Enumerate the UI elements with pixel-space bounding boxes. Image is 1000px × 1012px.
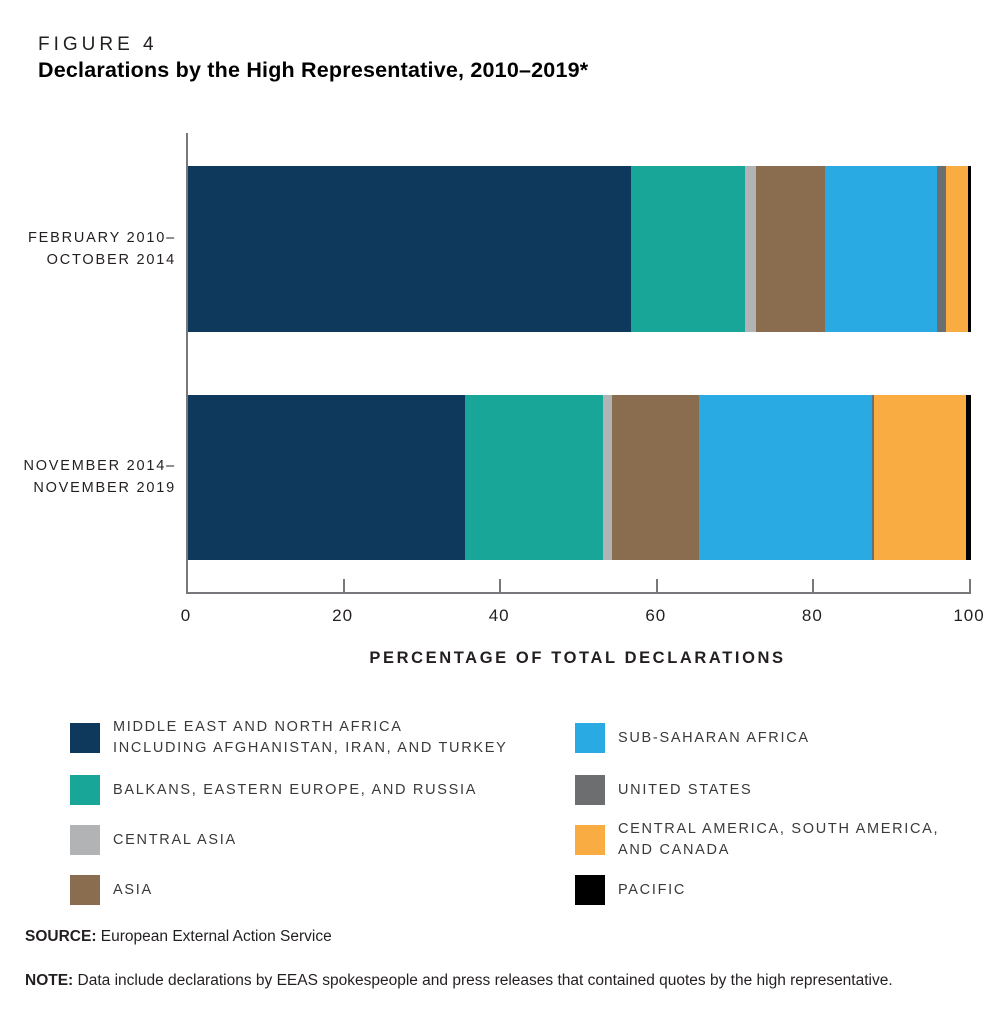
bar-segment-pacific <box>967 166 971 332</box>
legend-item-balkans-eastern-europe-russia: BALKANS, EASTERN EUROPE, AND RUSSIA <box>70 765 575 815</box>
legend-item-asia: ASIA <box>70 865 575 915</box>
source-label: SOURCE: <box>25 928 97 945</box>
bar-segment-united-states <box>871 395 874 560</box>
x-axis-tick-label: 60 <box>645 606 667 625</box>
bar-segment-sub-saharan-africa <box>699 395 872 560</box>
x-axis-tick-label: 80 <box>801 606 823 625</box>
bar-segment-central-america-south-america-canada <box>945 166 968 332</box>
legend-item-sub-saharan-africa: SUB-SAHARAN AFRICA <box>575 711 939 765</box>
legend-item-central-asia: CENTRAL ASIA <box>70 815 575 865</box>
figure-label: FIGURE 4 <box>38 34 158 55</box>
x-axis-tick-label: 40 <box>488 606 510 625</box>
bar-segment-middle-east-north-africa <box>188 395 466 560</box>
stacked-bar-row <box>188 166 971 332</box>
figure-title: Declarations by the High Representative,… <box>38 58 589 82</box>
note-text: Data include declarations by EEAS spokes… <box>77 972 893 989</box>
bar-segment-central-asia <box>744 166 756 332</box>
x-axis-tick <box>812 579 815 592</box>
bar-segment-central-asia <box>602 395 612 560</box>
legend-label: UNITED STATES <box>618 781 753 798</box>
legend-item-central-america-south-america-canada: CENTRAL AMERICA, SOUTH AMERICA, AND CANA… <box>575 815 939 865</box>
legend-swatch-united-states <box>575 775 605 805</box>
plot-area <box>186 133 971 594</box>
bar-segment-balkans-eastern-europe-russia <box>631 166 745 332</box>
stacked-bar-row <box>188 395 971 560</box>
legend-label: ASIA <box>113 881 153 898</box>
legend-label: SUB-SAHARAN AFRICA <box>618 729 810 746</box>
legend-swatch-balkans-eastern-europe-russia <box>70 775 100 805</box>
legend-item-pacific: PACIFIC <box>575 865 939 915</box>
legend-label: MIDDLE EAST AND NORTH AFRICA INCLUDING A… <box>113 719 508 756</box>
legend-item-middle-east-north-africa: MIDDLE EAST AND NORTH AFRICA INCLUDING A… <box>70 711 575 765</box>
source-text: European External Action Service <box>100 928 332 945</box>
legend: MIDDLE EAST AND NORTH AFRICA INCLUDING A… <box>70 711 939 915</box>
x-axis-title: PERCENTAGE OF TOTAL DECLARATIONS <box>369 649 786 667</box>
bar-segment-middle-east-north-africa <box>188 166 632 332</box>
legend-swatch-middle-east-north-africa <box>70 723 100 753</box>
legend-swatch-asia <box>70 875 100 905</box>
bar-segment-sub-saharan-africa <box>824 166 937 332</box>
x-axis-tick <box>342 579 345 592</box>
legend-label: PACIFIC <box>618 881 687 898</box>
legend-swatch-sub-saharan-africa <box>575 723 605 753</box>
bar-segment-central-america-south-america-canada <box>873 395 967 560</box>
bar-segment-balkans-eastern-europe-russia <box>465 395 603 560</box>
legend-swatch-central-america-south-america-canada <box>575 825 605 855</box>
x-axis-tick-label: 0 <box>180 606 192 625</box>
legend-swatch-central-asia <box>70 825 100 855</box>
bar-segment-united-states <box>936 166 946 332</box>
bar-segment-pacific <box>966 395 971 560</box>
source-line: SOURCE: European External Action Service <box>25 928 332 946</box>
note-label: NOTE: <box>25 972 74 989</box>
bar-segment-asia <box>611 395 700 560</box>
x-axis-tick <box>499 579 502 592</box>
x-axis-tick-label: 20 <box>332 606 354 625</box>
legend-item-united-states: UNITED STATES <box>575 765 939 815</box>
bar-segment-asia <box>755 166 825 332</box>
x-axis-tick <box>655 579 658 592</box>
category-label: FEBRUARY 2010– OCTOBER 2014 <box>28 230 176 268</box>
x-axis-tick <box>969 579 971 592</box>
legend-label: BALKANS, EASTERN EUROPE, AND RUSSIA <box>113 781 478 798</box>
note-line: NOTE: Data include declarations by EEAS … <box>25 972 893 990</box>
legend-label: CENTRAL AMERICA, SOUTH AMERICA, AND CANA… <box>618 821 940 858</box>
legend-swatch-pacific <box>575 875 605 905</box>
x-axis-tick-label: 100 <box>953 606 985 625</box>
legend-label: CENTRAL ASIA <box>113 831 237 848</box>
category-label: NOVEMBER 2014– NOVEMBER 2019 <box>23 458 176 496</box>
